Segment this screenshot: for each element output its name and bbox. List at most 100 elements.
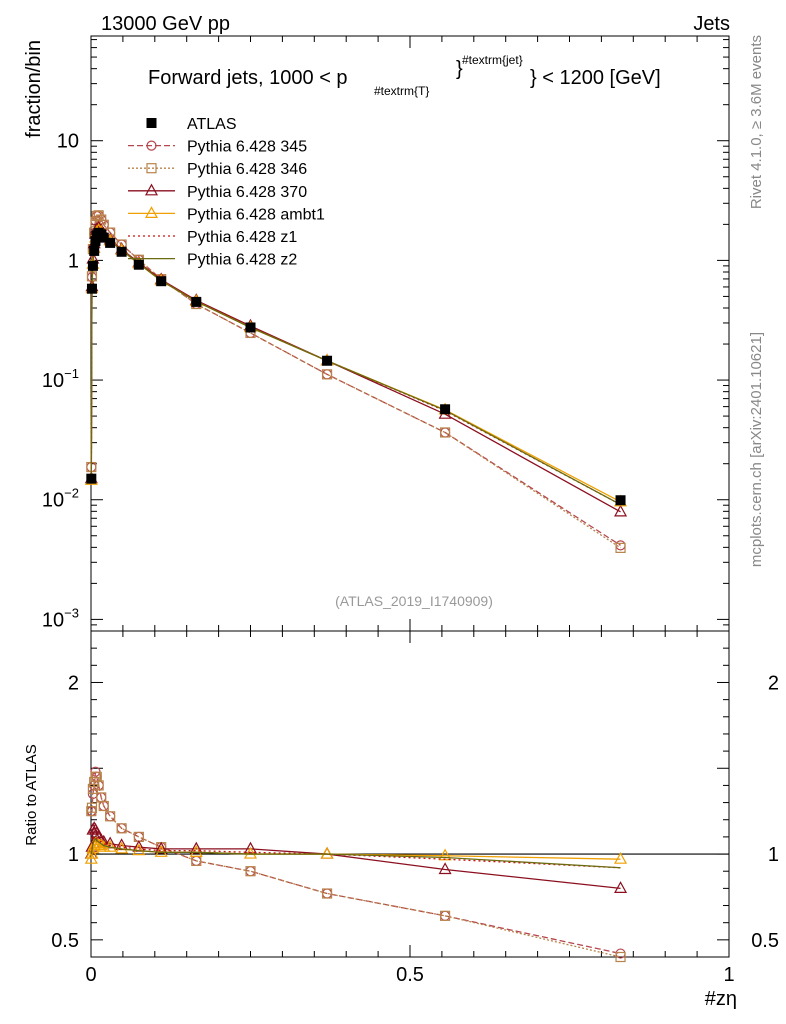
legend-label: Pythia 6.428 z1 — [187, 229, 297, 246]
ratio-tick-label: 0.5 — [51, 930, 79, 952]
atlas-data-point — [86, 473, 97, 484]
analysis-id: (ATLAS_2019_I1740909) — [335, 593, 493, 609]
pythia-6-428-ambt1-ratio-point — [154, 845, 168, 857]
header-left-label: 13000 GeV pp — [101, 13, 230, 35]
title-brace: } — [456, 58, 463, 80]
pythia-6-428-ambt1-ratio-point — [614, 851, 628, 864]
legend: ATLAS Pythia 6.428 345 Pythia 6.428 346 Pyt… — [128, 116, 325, 269]
header-right-label: Jets — [693, 13, 730, 35]
y-tick-label: 10 — [57, 131, 79, 153]
pythia-6-428-z2-ratio-line — [90, 837, 621, 869]
ratio-tick-label: 1 — [68, 844, 79, 866]
pythia-6-428-345-ratio-point — [105, 811, 116, 822]
ratio-y-axis-label: Ratio to ATLAS — [23, 744, 40, 845]
atlas-data-point — [105, 237, 116, 248]
atlas-data-point — [156, 276, 167, 287]
legend-marker — [144, 206, 159, 218]
y-tick-label-base: 10 — [42, 370, 64, 392]
atlas-data-points — [86, 227, 626, 506]
atlas-data-point — [116, 246, 127, 257]
legend-label: Pythia 6.428 346 — [187, 161, 307, 178]
ratio-panel-frame — [90, 630, 730, 958]
y-axis-label: fraction/bin — [23, 40, 45, 138]
atlas-data-point — [89, 245, 100, 256]
pythia-6-428-370-ratio-point — [438, 862, 452, 875]
ratio-series — [84, 766, 628, 963]
pythia-6-428-370-point — [614, 504, 628, 517]
legend-marker — [146, 163, 157, 174]
pythia-6-428-z1-ratio-line — [90, 836, 621, 869]
pythia-6-428-346-ratio-point — [105, 811, 116, 822]
atlas-data-point — [98, 232, 109, 243]
pythia-6-428-370-ratio-point — [614, 881, 628, 893]
ratio-tick-label: 2 — [68, 672, 79, 694]
pythia-6-428-346-ratio-line — [90, 776, 621, 958]
legend-marker — [146, 140, 157, 151]
legend-marker — [144, 183, 159, 196]
pythia-6-428-346-ratio-point — [98, 800, 109, 812]
ratio-tick-label-right: 1 — [768, 844, 779, 866]
title-suffix: } < 1200 [GeV] — [530, 67, 661, 89]
rivet-label: Rivet 4.1.0, ≥ 3.6M events — [748, 35, 765, 209]
atlas-data-point — [86, 283, 97, 294]
legend-label: ATLAS — [187, 116, 237, 133]
atlas-data-point — [322, 355, 333, 366]
x-tick-label: 0 — [85, 964, 96, 986]
y-tick-label-exponent: −1 — [64, 366, 79, 381]
pythia-6-428-346-ratio-point — [87, 783, 99, 794]
title-superscript: #textrm{jet} — [462, 53, 523, 67]
atlas-data-point — [615, 495, 626, 506]
pythia-6-428-346-ratio-point — [615, 951, 626, 963]
pythia-6-428-346-point — [615, 542, 626, 553]
mcplots-label: mcplots.cern.ch [arXiv:2401.10621] — [748, 332, 765, 567]
pythia-6-428-346-ratio-point — [321, 888, 333, 899]
pythia-6-428-z1-line — [90, 227, 621, 506]
pythia-6-428-ambt1-ratio-point — [132, 843, 146, 856]
legend-label: Pythia 6.428 z2 — [187, 252, 297, 269]
x-tick-label: 1 — [723, 964, 734, 986]
y-tick-label: 10−3 — [42, 605, 79, 631]
pythia-6-428-ambt1-line — [90, 229, 621, 503]
atlas-data-point — [90, 236, 101, 247]
pythia-6-428-370-ratio-point — [189, 841, 203, 854]
pythia-6-428-346-ratio-point — [245, 866, 256, 877]
atlas-data-point — [191, 296, 202, 307]
y-tick-label-base: 10 — [42, 490, 64, 512]
pythia-6-428-346-point — [321, 369, 333, 380]
y-tick-label: 1 — [68, 250, 79, 272]
pythia-6-428-346-point — [439, 427, 451, 438]
pythia-6-428-z2-line — [90, 228, 621, 506]
legend-atlas-marker — [146, 118, 157, 128]
pythia-6-428-346-line — [90, 214, 621, 549]
pythia-6-428-370-ratio-line — [90, 827, 621, 890]
y-tick-label-exponent: −3 — [64, 605, 79, 620]
legend-label: Pythia 6.428 ambt1 — [187, 206, 325, 223]
y-tick-label: 10−1 — [42, 366, 79, 392]
legend-label: Pythia 6.428 370 — [187, 184, 307, 201]
title-main: Forward jets, 1000 < p — [148, 67, 348, 89]
y-tick-label: 10−2 — [42, 486, 79, 512]
atlas-data-point — [87, 260, 98, 271]
pythia-6-428-345-ratio-point — [90, 766, 101, 777]
plot-title: Forward jets, 1000 < p #textrm{T} } #tex… — [148, 53, 661, 98]
atlas-data-point — [133, 259, 144, 270]
pythia-6-428-346-ratio-point — [116, 823, 127, 834]
ratio-axis-ticks: 0 0.5 1 2 2 1 1 0.5 0.5 — [51, 630, 779, 986]
x-axis-label: #zη — [705, 988, 737, 1010]
pythia-6-428-370-ratio-point — [320, 846, 334, 859]
pythia-6-428-370-line — [90, 226, 621, 513]
ratio-tick-label-right: 2 — [768, 672, 779, 694]
atlas-data-point — [245, 322, 256, 333]
atlas-data-point — [440, 404, 451, 415]
pythia-6-428-ambt1-ratio-point — [243, 846, 258, 859]
pythia-6-428-ambt1-ratio-point — [94, 838, 108, 851]
title-subscript: #textrm{T} — [374, 84, 429, 98]
x-tick-label: 0.5 — [396, 964, 424, 986]
y-tick-label-base: 10 — [42, 609, 64, 631]
pythia-6-428-346-ratio-point — [439, 910, 451, 921]
ratio-tick-label-right: 0.5 — [751, 930, 779, 952]
pythia-6-428-346-ratio-point — [86, 802, 98, 813]
pythia-6-428-346-ratio-point — [93, 780, 104, 791]
